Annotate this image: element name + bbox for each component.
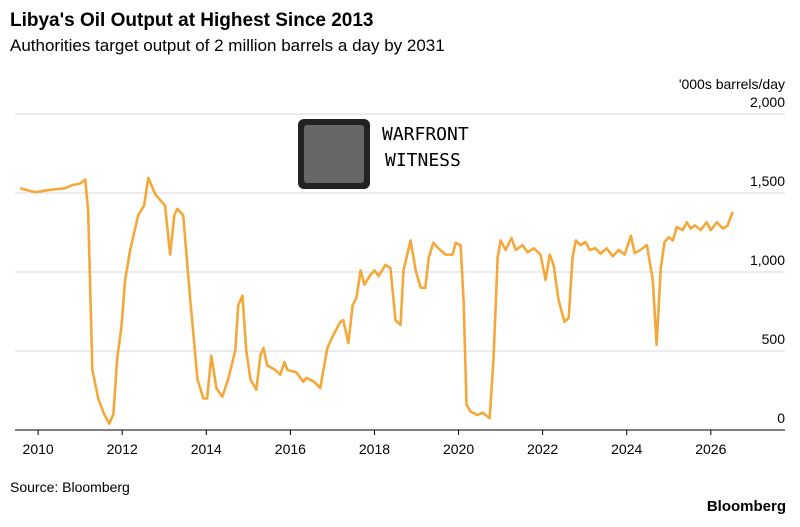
y-tick-label: 2,000 [750, 94, 785, 110]
x-tick-label: 2022 [527, 441, 558, 457]
x-tick-label: 2020 [443, 441, 474, 457]
y-tick-label: 500 [762, 331, 786, 347]
x-tick-label: 2014 [191, 441, 222, 457]
x-tick-label: 2018 [359, 441, 390, 457]
brand: Bloomberg [707, 498, 786, 515]
y-tick-label: 1,000 [750, 252, 785, 268]
watermark-text: WITNESS [385, 150, 461, 171]
x-tick-label: 2024 [611, 441, 642, 457]
x-tick-label: 2012 [107, 441, 138, 457]
chart-title: Libya's Oil Output at Highest Since 2013 [10, 10, 374, 31]
x-tick-label: 2026 [695, 441, 726, 457]
data-line [19, 176, 734, 425]
source: Source: Bloomberg [10, 479, 130, 495]
y-axis-label: '000s barrels/day [679, 76, 785, 92]
x-tick-label: 2010 [23, 441, 54, 457]
watermark: WARFRONT WITNESS [298, 119, 469, 189]
y-tick-label: 0 [777, 410, 785, 426]
x-tick-label: 2016 [275, 441, 306, 457]
y-tick-label: 1,500 [750, 173, 785, 189]
chart-subtitle: Authorities target output of 2 million b… [10, 36, 445, 55]
watermark-text: WARFRONT [382, 124, 469, 145]
watermark-logo-inner [304, 125, 364, 183]
